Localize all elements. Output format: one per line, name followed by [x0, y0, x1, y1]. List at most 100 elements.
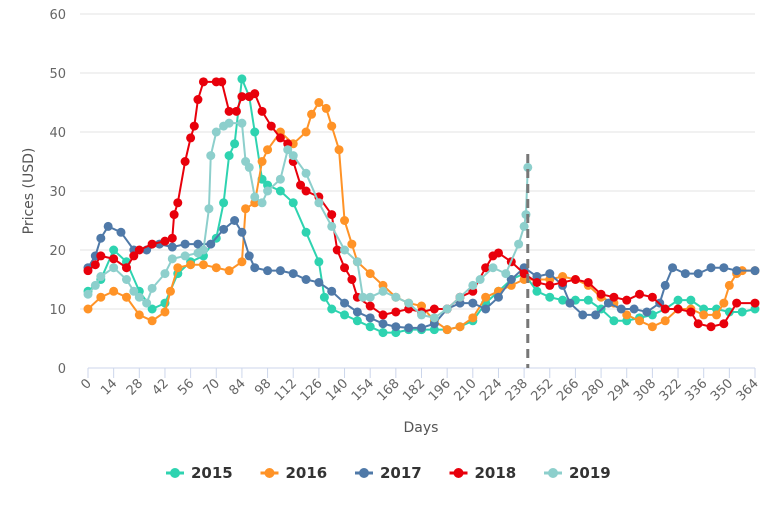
data-point: [523, 162, 533, 172]
data-point: [378, 319, 388, 329]
data-point: [673, 304, 683, 314]
x-tick-label: 280: [580, 376, 608, 404]
data-point: [583, 277, 593, 287]
legend: 2015 2016 2017 2018 2019: [166, 464, 611, 482]
data-point: [327, 304, 337, 314]
data-point: [558, 295, 568, 305]
data-point: [693, 269, 703, 279]
data-point: [340, 216, 350, 225]
data-point: [719, 319, 729, 329]
data-point: [307, 109, 317, 119]
data-point: [142, 298, 152, 308]
data-point: [719, 263, 729, 273]
data-point: [237, 257, 247, 267]
data-point: [147, 283, 157, 293]
legend-marker: [170, 468, 180, 478]
data-point: [219, 198, 229, 208]
data-point: [481, 292, 491, 302]
data-point: [96, 272, 106, 282]
x-tick-label: 308: [631, 376, 659, 404]
data-point: [378, 328, 388, 338]
data-point: [193, 95, 203, 105]
data-point: [616, 304, 626, 314]
data-point: [83, 304, 93, 314]
data-point: [224, 266, 234, 276]
data-point: [301, 275, 311, 284]
data-point: [340, 263, 350, 273]
data-point: [429, 313, 439, 323]
data-point: [429, 304, 439, 314]
data-point: [301, 186, 311, 196]
data-point: [442, 304, 452, 314]
data-point: [103, 221, 113, 231]
x-tick-label: 266: [554, 376, 582, 404]
data-point: [365, 322, 375, 332]
data-point: [275, 266, 285, 276]
data-point: [635, 316, 645, 326]
data-point: [327, 210, 337, 220]
data-point: [224, 106, 234, 116]
data-point: [668, 263, 678, 273]
data-point: [275, 186, 285, 196]
data-point: [750, 266, 760, 276]
data-point: [211, 127, 221, 137]
x-tick-label: 182: [400, 376, 428, 404]
x-tick-label: 210: [451, 376, 479, 404]
data-point: [660, 316, 670, 326]
data-point: [365, 313, 375, 323]
data-point: [96, 251, 106, 261]
data-point: [545, 292, 555, 302]
data-point: [301, 127, 311, 137]
legend-marker: [548, 468, 558, 478]
data-point: [231, 106, 241, 116]
data-point: [96, 292, 106, 302]
data-point: [206, 151, 216, 161]
legend-item-2017: 2017: [355, 464, 422, 482]
data-point: [296, 180, 306, 190]
x-tick-label: 364: [734, 376, 762, 404]
data-point: [565, 298, 575, 308]
series-2017: [83, 216, 760, 333]
data-point: [275, 133, 285, 143]
data-point: [693, 319, 703, 329]
data-point: [493, 292, 503, 302]
series-layer: [83, 74, 760, 338]
data-point: [173, 198, 183, 208]
data-point: [244, 162, 254, 172]
data-point: [224, 151, 234, 161]
data-point: [455, 292, 465, 302]
data-point: [217, 77, 227, 87]
data-point: [417, 323, 426, 333]
data-point: [699, 310, 709, 320]
data-point: [532, 286, 542, 296]
data-point: [96, 233, 106, 243]
data-point: [660, 280, 670, 290]
data-point: [314, 277, 324, 287]
x-tick-label: 294: [605, 376, 633, 404]
data-point: [417, 310, 426, 320]
data-point: [514, 239, 524, 249]
data-point: [391, 307, 401, 317]
data-point: [334, 145, 344, 155]
data-point: [186, 260, 196, 270]
data-point: [647, 292, 657, 302]
legend-item-2018: 2018: [449, 464, 516, 482]
data-point: [642, 307, 652, 317]
data-point: [250, 192, 260, 202]
data-point: [706, 322, 716, 332]
data-point: [121, 275, 131, 284]
data-point: [109, 263, 119, 273]
data-point: [109, 286, 119, 296]
x-tick-label: 0: [78, 376, 94, 392]
data-point: [404, 323, 414, 333]
data-point: [288, 151, 298, 161]
x-tick-label: 252: [528, 376, 556, 404]
x-tick-label: 196: [426, 376, 454, 404]
data-point: [121, 263, 131, 273]
data-point: [404, 298, 414, 308]
data-point: [365, 269, 375, 279]
data-point: [189, 121, 199, 131]
data-point: [237, 118, 247, 128]
y-tick-label: 60: [49, 8, 66, 23]
data-point: [635, 289, 645, 299]
